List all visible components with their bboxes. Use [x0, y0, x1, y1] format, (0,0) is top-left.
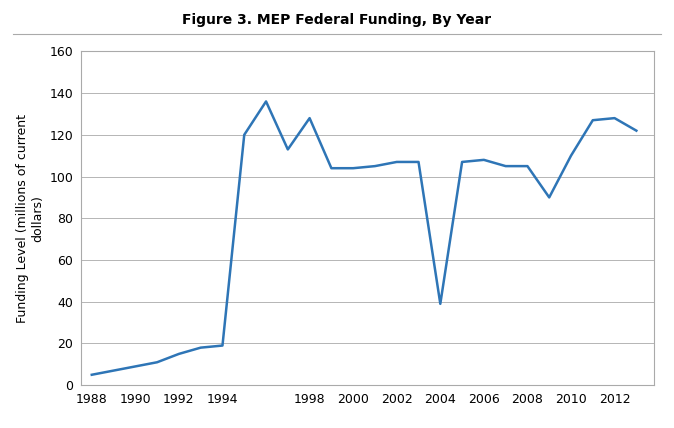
Y-axis label: Funding Level (millions of current
dollars): Funding Level (millions of current dolla…: [16, 114, 44, 323]
Text: Figure 3. MEP Federal Funding, By Year: Figure 3. MEP Federal Funding, By Year: [183, 13, 491, 27]
